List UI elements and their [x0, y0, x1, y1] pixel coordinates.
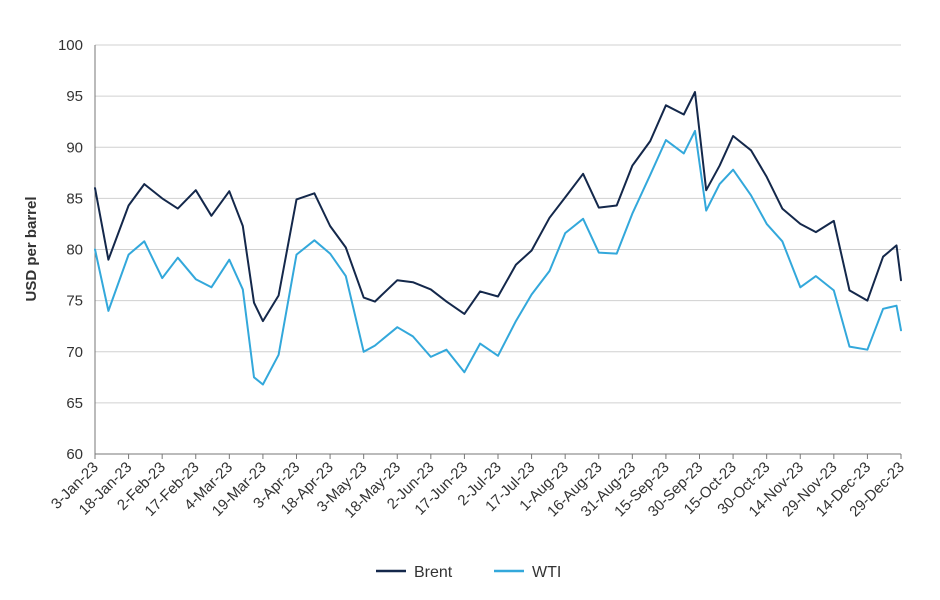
y-tick-label: 65: [66, 395, 83, 412]
series: [94, 91, 902, 386]
y-tick-label: 60: [66, 446, 83, 463]
y-tick-label: 85: [66, 190, 83, 207]
y-tick-label: 70: [66, 344, 83, 361]
y-axis-title: USD per barrel: [23, 196, 40, 301]
gridlines: [95, 44, 901, 404]
series-line-brent: [94, 91, 902, 323]
legend-item-brent: Brent: [376, 564, 453, 581]
y-tick-label: 80: [66, 242, 83, 259]
y-tick-label: 100: [58, 37, 83, 54]
legend: Brent WTI: [376, 564, 561, 581]
series-line-wti: [94, 129, 902, 386]
y-axis-ticks: 60 65 70 75 80 85 90 95 100: [58, 37, 83, 463]
legend-label: WTI: [532, 564, 561, 581]
x-axis-ticks: 3-Jan-2318-Jan-232-Feb-2317-Feb-234-Mar-…: [48, 454, 908, 522]
y-tick-label: 75: [66, 293, 83, 310]
legend-label: Brent: [414, 564, 453, 581]
y-tick-label: 95: [66, 88, 83, 105]
y-tick-label: 90: [66, 139, 83, 156]
legend-item-wti: WTI: [494, 564, 561, 581]
